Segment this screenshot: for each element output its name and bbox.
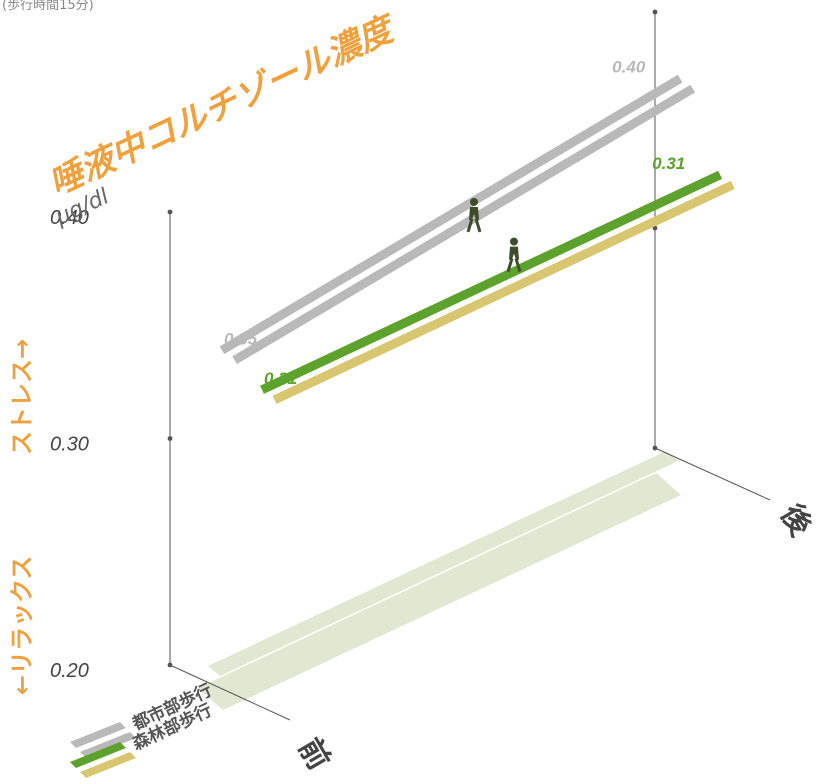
y-tick-label: 0.20 (50, 660, 89, 682)
legend-swatch-front (80, 732, 136, 758)
walking-time-caption: (歩行時間15分) (2, 0, 94, 13)
walker-leg (514, 258, 522, 273)
y-tick-dot (167, 662, 173, 668)
start-value-label: 0.31 (264, 369, 297, 388)
front-ground-line (169, 664, 291, 721)
walker-body (508, 246, 519, 260)
series-line-front (232, 84, 696, 365)
before-label: 前 (291, 733, 336, 776)
legend-swatch (70, 742, 126, 768)
back-tick-dot (652, 9, 658, 15)
y-tick-dot (167, 436, 173, 441)
start-value-label: 0.35 (224, 329, 258, 348)
walker-figure (506, 237, 522, 273)
relax-axis-label: ←リラックス (8, 556, 36, 695)
walker-head (509, 237, 518, 246)
walker-leg (474, 218, 482, 233)
y-tick-label: 0.40 (50, 207, 89, 229)
walker-figure (466, 197, 482, 233)
floor-band-front (208, 450, 679, 676)
series-line-front (272, 180, 735, 404)
walker-body (468, 206, 479, 220)
end-value-label: 0.40 (612, 58, 646, 77)
chart-title: 唾液中コルチゾール濃度 (43, 7, 404, 204)
series-line-back (219, 74, 683, 355)
walker-leg (506, 258, 514, 273)
back-ground-line (654, 447, 771, 501)
floor-band-back (198, 472, 682, 710)
y-tick-dot (167, 209, 173, 215)
y-tick-label: 0.30 (50, 434, 89, 456)
series-line-back (260, 170, 723, 394)
legend-swatch-front (80, 752, 136, 778)
stress-axis-label: ストレス→ (8, 339, 36, 455)
back-tick-dot (652, 445, 658, 451)
after-label: 後 (773, 499, 816, 543)
end-value-label: 0.31 (652, 154, 685, 173)
walker-head (469, 197, 478, 206)
walker-leg (466, 218, 474, 233)
legend-swatch (70, 722, 126, 748)
